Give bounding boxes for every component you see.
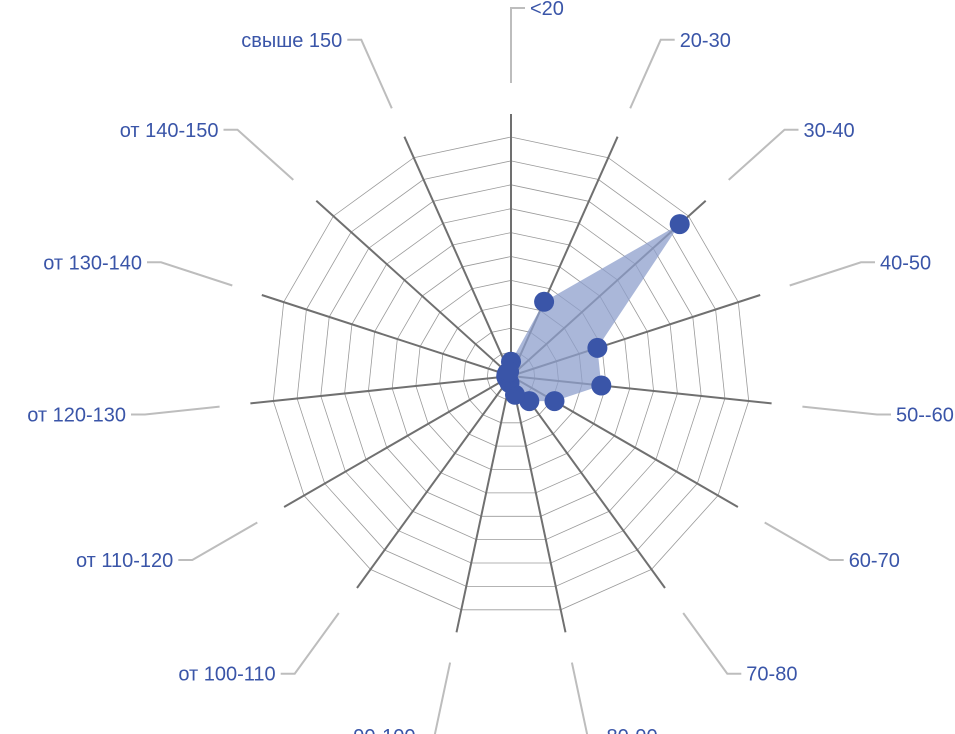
category-label-1: 20-30 — [680, 30, 731, 52]
series-area-fill — [506, 224, 680, 402]
category-label-14: свыше 150 — [241, 30, 342, 52]
label-leaders — [131, 7, 891, 734]
category-label-13: от 140-150 — [120, 120, 219, 142]
series-points — [496, 214, 690, 412]
label-leader-5 — [764, 521, 844, 561]
category-label-2: 30-40 — [804, 120, 855, 142]
series-area — [506, 224, 680, 402]
label-leader-2 — [728, 128, 799, 181]
spoke-12 — [261, 294, 512, 377]
spoke-10 — [283, 375, 512, 508]
label-leader-14 — [347, 38, 393, 109]
category-label-9: от 100-110 — [178, 664, 275, 686]
data-point-5 — [544, 391, 565, 412]
category-label-8: 90-100 — [353, 726, 415, 734]
grid-ring-7 — [344, 208, 678, 540]
label-leader-13 — [223, 128, 294, 181]
spoke-6 — [510, 375, 666, 589]
label-leader-12 — [147, 261, 233, 287]
label-leader-0 — [510, 7, 525, 83]
spoke-14 — [403, 136, 512, 377]
label-leader-8 — [433, 662, 452, 734]
spoke-11 — [250, 375, 512, 405]
spoke-8 — [455, 375, 512, 633]
category-label-7: 80-90 — [607, 726, 658, 734]
data-point-4 — [591, 375, 612, 396]
label-leader-1 — [629, 38, 675, 109]
label-leader-6 — [682, 612, 742, 675]
category-label-10: от 110-120 — [76, 550, 173, 572]
spoke-7 — [510, 375, 567, 633]
grid-ring-8 — [320, 184, 702, 564]
category-label-3: 40-50 — [880, 252, 931, 274]
category-label-11: от 120-130 — [27, 405, 126, 427]
data-point-2 — [669, 214, 690, 235]
data-point-1 — [534, 291, 555, 312]
label-leader-3 — [789, 261, 875, 287]
grid-ring-10 — [272, 136, 750, 611]
category-label-5: 60-70 — [849, 550, 900, 572]
data-point-3 — [587, 337, 608, 358]
label-leader-11 — [131, 405, 220, 416]
category-label-4: 50--60 — [896, 405, 954, 427]
data-point-14 — [499, 361, 520, 382]
label-leader-4 — [802, 405, 891, 416]
spoke-9 — [356, 375, 512, 589]
label-leader-10 — [178, 521, 258, 561]
grid-ring-6 — [367, 232, 655, 517]
category-label-0: <20 — [530, 0, 564, 20]
label-leader-7 — [570, 662, 589, 734]
label-leader-9 — [280, 612, 340, 675]
grid-ring-9 — [296, 160, 726, 587]
category-label-12: от 130-140 — [43, 252, 142, 274]
category-label-6: 70-80 — [746, 664, 797, 686]
spoke-13 — [315, 199, 512, 377]
category-labels: <20 20-30 30-40 40-50 50--60 60-70 70-80 80-90 9… — [27, 0, 954, 734]
